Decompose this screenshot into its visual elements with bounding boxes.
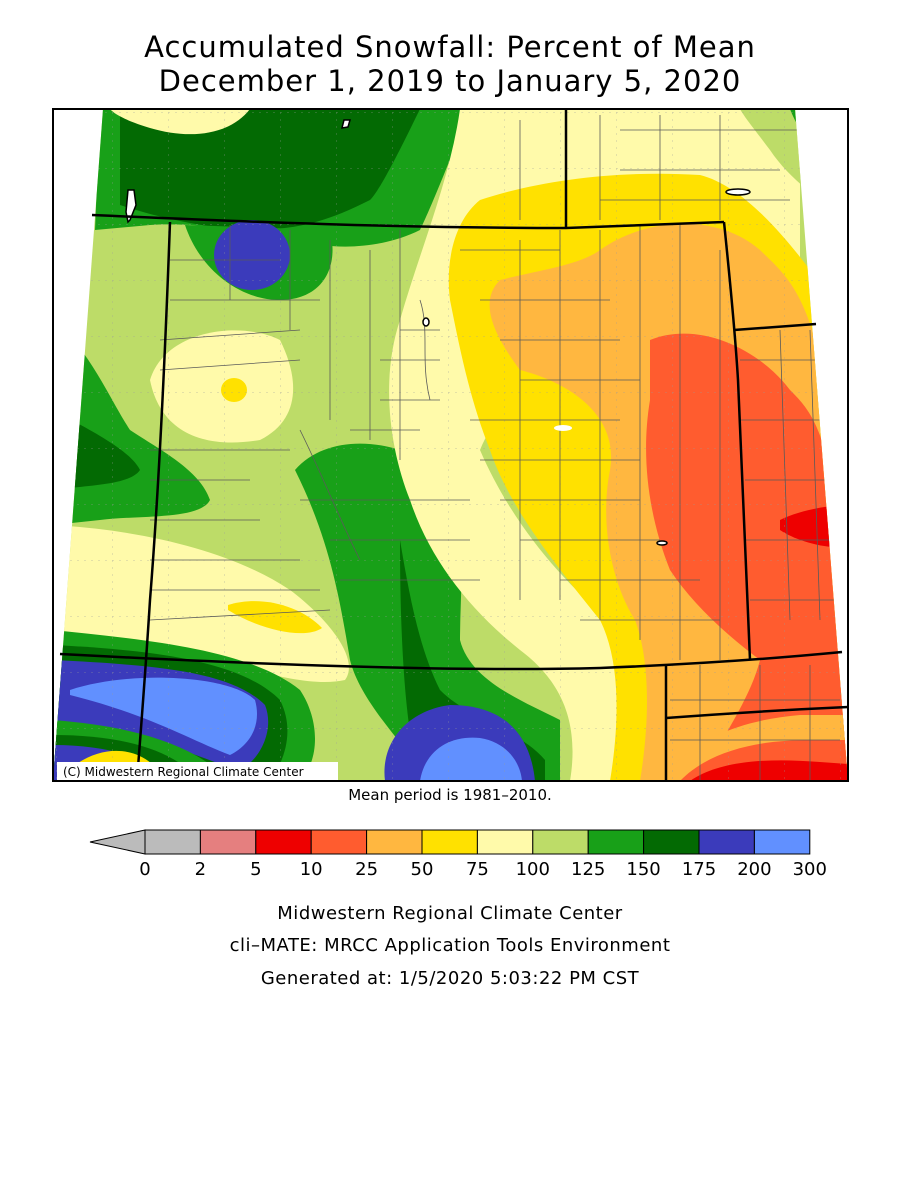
legend-tick-label: 150 [626, 859, 660, 880]
legend-tick-label: 25 [355, 859, 378, 880]
legend-tick-label: 125 [571, 859, 605, 880]
legend-colorbar: 0 2 5 10 25 50 75 100 125 150 175 200 300 [89, 829, 827, 880]
legend-tick-label: 175 [682, 859, 716, 880]
legend-tick-label: 50 [411, 859, 434, 880]
copyright-text: (C) Midwestern Regional Climate Center [63, 765, 304, 779]
legend-swatch [753, 829, 811, 855]
legend-tick-label: 0 [139, 859, 150, 880]
legend-tick-label: 2 [195, 859, 206, 880]
legend-tick-label: 10 [300, 859, 323, 880]
legend-below-range-arrow [89, 829, 146, 855]
map-date-range: December 1, 2019 to January 5, 2020 [158, 64, 742, 98]
state-boundaries [59, 109, 848, 781]
legend-swatch [199, 829, 257, 855]
legend-tick-label: 300 [793, 859, 827, 880]
legend-swatch [643, 829, 700, 855]
map-frame [52, 108, 849, 782]
legend-swatch [255, 829, 312, 855]
legend-tick-label: 75 [466, 859, 489, 880]
legend-swatch [698, 829, 755, 855]
map-title: Accumulated Snowfall: Percent of Mean [144, 30, 756, 64]
legend-swatch [310, 829, 368, 855]
legend-tick-label: 200 [737, 859, 771, 880]
legend-tick-label: 100 [516, 859, 550, 880]
legend-swatch [532, 829, 589, 855]
legend-swatch [587, 829, 645, 855]
legend-swatch [421, 829, 478, 855]
copyright-box [57, 762, 338, 780]
legend-swatch [144, 829, 201, 855]
contour-fill [53, 109, 848, 781]
legend-tick-label: 5 [250, 859, 261, 880]
footer-generated-time: Generated at: 1/5/2020 5:03:22 PM CST [260, 968, 640, 989]
footer-tool-name: cli–MATE: MRCC Application Tools Environ… [229, 935, 671, 956]
legend-swatch [476, 829, 534, 855]
legend-swatch [366, 829, 423, 855]
footer-organization: Midwestern Regional Climate Center [277, 903, 623, 924]
mean-period-note: Mean period is 1981–2010. [348, 786, 552, 804]
